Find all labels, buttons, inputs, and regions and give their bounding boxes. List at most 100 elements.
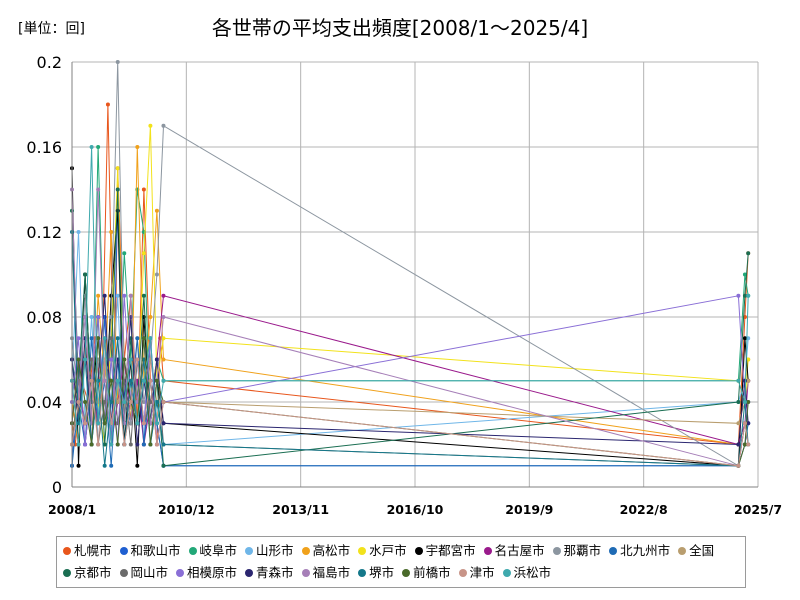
data-point — [154, 272, 159, 277]
data-point — [141, 442, 146, 447]
y-tick-label: 0.08 — [26, 308, 62, 327]
legend-marker — [245, 569, 254, 577]
data-point — [122, 357, 127, 362]
legend-label: 那覇市 — [563, 543, 602, 558]
data-point — [83, 357, 88, 362]
data-point — [135, 336, 140, 341]
data-point — [115, 336, 120, 341]
legend-label: 相模原市 — [187, 565, 238, 580]
data-point — [76, 336, 81, 341]
data-point — [115, 378, 120, 383]
series-18 — [70, 357, 751, 468]
legend-marker — [402, 569, 411, 577]
legend-item: 和歌山市 — [119, 541, 181, 561]
legend-marker — [301, 569, 310, 577]
series-line — [71, 231, 749, 467]
legend-marker — [119, 569, 128, 577]
series-line — [71, 359, 749, 424]
data-point — [109, 293, 114, 298]
legend-item: 岐阜市 — [188, 541, 238, 561]
legend-marker — [301, 547, 310, 555]
data-point — [96, 145, 101, 149]
legend-item: 那覇市 — [552, 541, 602, 561]
legend-item: 北九州市 — [609, 541, 670, 561]
data-point — [122, 442, 127, 447]
series-19 — [70, 145, 751, 447]
legend-label: 福島市 — [312, 565, 351, 580]
data-point — [148, 123, 153, 128]
series-0 — [70, 102, 751, 447]
data-point — [161, 123, 166, 128]
data-point — [122, 293, 127, 298]
legend-label: 岐阜市 — [199, 543, 238, 558]
legend-item: 前橋市 — [402, 563, 451, 583]
legend-label: 水戸市 — [369, 543, 407, 558]
legend-item: 堺市 — [358, 563, 394, 583]
data-point — [115, 208, 120, 213]
data-point — [128, 293, 133, 298]
series-line — [71, 359, 749, 467]
data-point — [89, 357, 94, 362]
series-5 — [70, 123, 751, 447]
data-point — [161, 463, 166, 468]
data-point — [746, 421, 751, 426]
legend-marker — [176, 569, 185, 577]
data-point — [161, 357, 166, 362]
legend-label: 札幌市 — [74, 543, 112, 558]
data-point — [148, 315, 153, 319]
data-point — [83, 442, 88, 447]
legend-marker — [63, 547, 71, 555]
data-point — [102, 336, 107, 341]
data-point — [76, 421, 81, 426]
data-point — [736, 463, 741, 468]
legend-label: 全国 — [689, 543, 715, 558]
data-point — [154, 357, 159, 362]
data-point — [102, 463, 107, 468]
legend-marker — [609, 547, 618, 555]
data-point — [102, 421, 107, 426]
data-point — [96, 442, 101, 447]
data-point — [96, 187, 101, 192]
y-tick-label: 0.12 — [26, 223, 62, 242]
series-11 — [70, 187, 751, 468]
data-point — [148, 442, 153, 447]
data-point — [746, 357, 751, 362]
data-point — [141, 336, 146, 341]
data-point — [148, 336, 153, 341]
data-point — [742, 400, 747, 404]
data-point — [122, 400, 127, 404]
chart-title: 各世帯の平均支出頻度[2008/1～2025/4] — [211, 16, 589, 40]
legend-marker — [63, 569, 71, 577]
data-point — [746, 442, 751, 447]
data-point — [109, 315, 114, 319]
data-point — [161, 315, 166, 319]
data-point — [89, 336, 94, 341]
line-chart: 0 0.04 0.08 0.12 0.16 0.2 2008/1 2010/12 2013/11… — [26, 53, 782, 517]
legend-item: 札幌市 — [63, 541, 112, 561]
series-line — [71, 295, 749, 446]
data-point — [135, 442, 140, 447]
legend-label: 高松市 — [312, 543, 351, 558]
legend-marker — [483, 547, 492, 555]
y-tick-label: 0.2 — [37, 53, 62, 72]
data-point — [122, 251, 127, 256]
legend-marker — [119, 547, 128, 555]
data-point — [742, 378, 747, 383]
data-point — [161, 378, 166, 383]
data-point — [161, 400, 166, 404]
legend-label: 前橋市 — [413, 565, 451, 580]
legend-item: 青森市 — [245, 563, 294, 583]
data-point — [109, 378, 114, 383]
data-point — [115, 187, 120, 192]
data-point — [109, 400, 114, 404]
data-point — [109, 463, 114, 468]
data-point — [141, 421, 146, 426]
y-tick-label: 0 — [52, 478, 62, 497]
data-point — [109, 336, 114, 341]
legend-label: 和歌山市 — [130, 543, 181, 558]
series-line — [71, 210, 749, 467]
data-point — [141, 293, 146, 298]
x-tick-label: 2010/12 — [158, 502, 215, 517]
data-point — [83, 421, 88, 426]
legend-marker — [358, 547, 367, 555]
